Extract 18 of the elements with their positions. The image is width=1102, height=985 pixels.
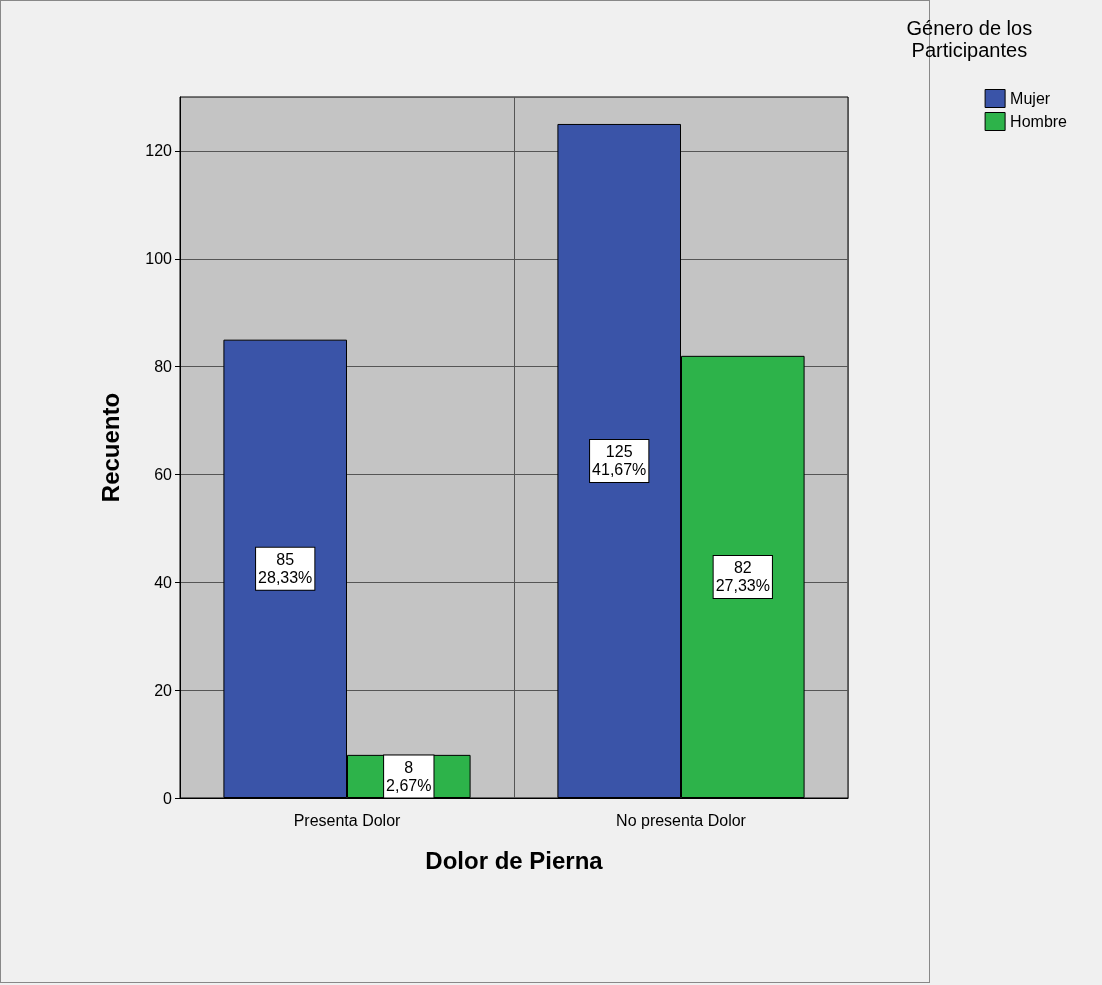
y-tick-label: 60 bbox=[154, 465, 173, 483]
legend-label: Hombre bbox=[1010, 113, 1068, 130]
y-tick-label: 100 bbox=[145, 250, 173, 268]
y-tick-label: 120 bbox=[145, 142, 173, 160]
legend-label: Mujer bbox=[1010, 90, 1051, 107]
y-tick-label: 40 bbox=[154, 573, 173, 591]
x-tick-label: Presenta Dolor bbox=[293, 811, 402, 829]
data-label: 85 28,33% bbox=[258, 551, 313, 587]
y-tick-label: 20 bbox=[154, 681, 173, 699]
legend-title: Género de los Participantes bbox=[906, 17, 1033, 61]
data-label: 82 27,33% bbox=[715, 559, 770, 595]
data-label: 8 2,67% bbox=[386, 758, 432, 794]
y-tick-label: 0 bbox=[163, 789, 173, 807]
y-axis-title: Recuento bbox=[96, 392, 124, 503]
data-label: 125 41,67% bbox=[592, 443, 647, 479]
x-axis-title: Dolor de Pierna bbox=[425, 846, 604, 874]
x-tick-label: No presenta Dolor bbox=[616, 811, 747, 829]
y-tick-label: 80 bbox=[154, 358, 173, 376]
